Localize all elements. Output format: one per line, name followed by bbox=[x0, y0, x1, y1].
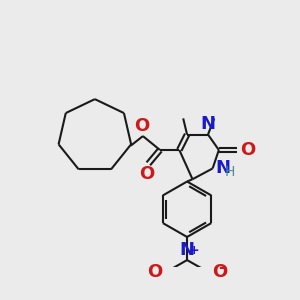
Text: O: O bbox=[139, 165, 154, 183]
Text: O: O bbox=[241, 141, 256, 159]
Text: +: + bbox=[189, 244, 200, 257]
Text: N: N bbox=[200, 115, 215, 133]
Text: H: H bbox=[225, 164, 236, 178]
Text: O: O bbox=[212, 263, 227, 281]
Text: N: N bbox=[180, 241, 195, 259]
Text: N: N bbox=[216, 159, 231, 177]
Text: O: O bbox=[147, 263, 162, 281]
Text: -: - bbox=[218, 260, 224, 275]
Text: O: O bbox=[134, 117, 149, 135]
